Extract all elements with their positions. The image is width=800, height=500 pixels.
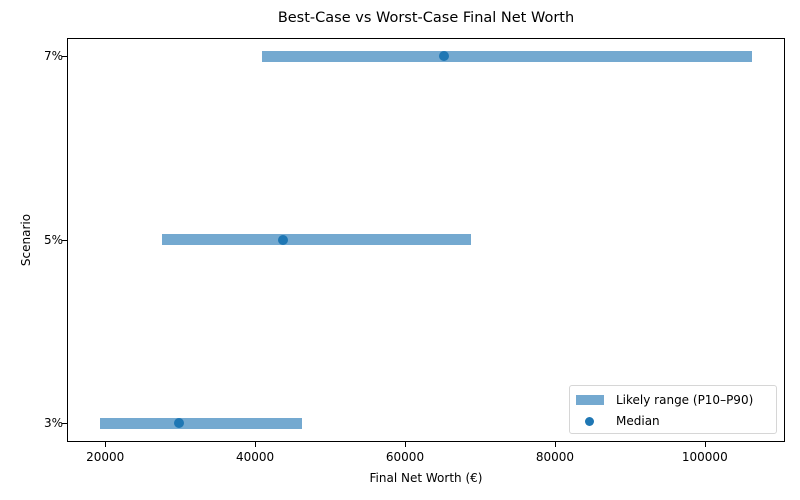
legend: Likely range (P10–P90) Median xyxy=(569,385,777,434)
median-point xyxy=(277,234,288,245)
y-axis-label: Scenario xyxy=(19,213,33,267)
y-tick xyxy=(62,56,67,57)
chart-title: Best-Case vs Worst-Case Final Net Worth xyxy=(277,10,575,26)
x-tick xyxy=(554,442,556,447)
legend-item-median: Median xyxy=(576,414,660,428)
median-dot-icon xyxy=(576,416,604,426)
x-axis-label: Final Net Worth (€) xyxy=(369,471,483,485)
y-tick-label: 5% xyxy=(43,232,63,247)
median-point xyxy=(438,51,449,61)
x-tick xyxy=(405,442,406,447)
y-tick-label: 7% xyxy=(43,49,63,63)
range-bar xyxy=(162,234,471,245)
y-tick xyxy=(62,239,67,241)
x-tick xyxy=(704,442,706,447)
x-tick-label: 100000 xyxy=(681,450,728,464)
range-bar xyxy=(99,417,303,429)
x-tick xyxy=(105,442,107,447)
x-tick-label: 40000 xyxy=(236,450,275,464)
x-tick-label: 60000 xyxy=(385,450,425,464)
legend-label-median: Median xyxy=(616,414,660,428)
plot-area xyxy=(67,38,785,442)
y-tick xyxy=(62,423,67,424)
y-tick-label: 3% xyxy=(43,416,63,430)
x-tick-label: 80000 xyxy=(535,450,574,464)
median-point xyxy=(174,418,185,428)
range-bar xyxy=(261,50,753,62)
x-tick xyxy=(255,442,257,447)
legend-item-range: Likely range (P10–P90) xyxy=(576,393,753,407)
x-tick-label: 20000 xyxy=(86,450,125,464)
legend-label-range: Likely range (P10–P90) xyxy=(616,393,754,407)
range-swatch-icon xyxy=(576,395,604,405)
